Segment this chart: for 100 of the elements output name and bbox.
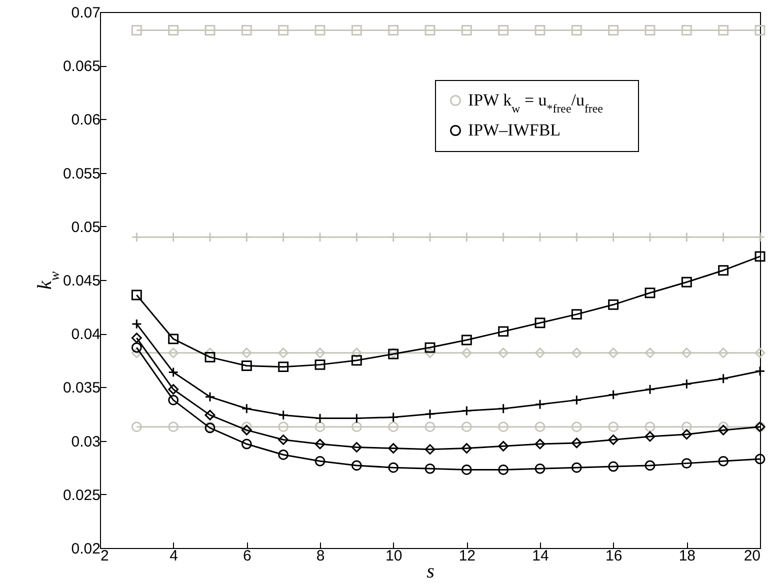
y-tick-label: 0.055 [62,165,100,182]
point [534,438,546,450]
y-tick-label: 0.07 [71,4,100,22]
point [424,463,436,474]
point [461,348,472,358]
x-tick-label: 14 [532,548,549,564]
point [754,25,766,36]
y-tick-label: 0.06 [71,112,100,129]
point [424,348,436,358]
point [241,438,252,450]
legend-label: IPW k$_{w}$ = u$_{*free}$/u$_{free}$ [468,90,603,116]
y-tick-label: 0.04 [71,326,100,344]
point [131,290,142,300]
point [718,265,729,276]
point [241,424,252,436]
point [424,422,436,432]
point [424,444,436,455]
point [241,348,252,358]
point [571,462,582,473]
point [168,422,179,432]
point [168,348,179,358]
point [644,348,656,358]
point [754,454,766,464]
point [131,25,142,36]
point [498,25,509,36]
point [681,25,692,36]
point [168,334,179,344]
point [571,348,582,358]
point [681,458,692,469]
point [571,309,582,320]
point [241,25,252,36]
point [498,464,509,475]
point [681,429,692,440]
y-tick-label: 0.03 [71,433,100,450]
point [754,251,766,262]
point [754,348,766,358]
point [131,342,142,353]
point [534,318,546,328]
point [168,25,179,36]
point [168,394,179,406]
point [351,460,362,471]
point [718,348,729,358]
point [498,326,509,337]
point [204,25,216,36]
point [498,422,509,432]
point [314,422,326,432]
point [314,359,326,370]
point [534,463,546,474]
point [644,25,656,36]
point [608,461,619,472]
point [461,25,472,36]
y-tick-label: 0.065 [62,58,100,76]
point [351,442,362,452]
x-tick-label: 6 [242,548,252,564]
point [131,332,142,344]
point [718,25,729,36]
point [278,362,289,372]
point [424,342,436,353]
point [571,422,582,432]
point [278,25,289,36]
point [241,360,252,371]
point [681,422,692,432]
point [608,25,619,36]
point [278,450,289,460]
x-tick-label: 2 [100,548,109,564]
point [461,464,472,475]
point [204,410,216,420]
point [168,384,179,395]
x-tick-label: 8 [316,548,325,564]
point [644,460,656,471]
point [608,348,619,358]
point [314,25,326,36]
point [571,25,582,36]
point [718,422,729,432]
point [351,348,362,358]
point [571,438,582,448]
point [608,434,619,445]
point [608,299,619,310]
y-tick-label: 0.035 [62,380,100,397]
y-tick-label: 0.05 [71,218,100,236]
point [461,443,472,454]
point [461,422,472,432]
point [388,25,399,36]
y-tick-label: 0.045 [62,272,100,290]
point [204,352,216,362]
legend-label: IPW–IWFBL [468,120,561,140]
point [278,422,289,432]
x-tick-label: 16 [605,548,622,564]
y-tick-label: 0.025 [62,486,100,504]
x-axis-title: s [426,560,435,582]
point [314,438,326,450]
point [314,456,326,466]
point [351,422,362,432]
point [388,462,399,473]
point [278,348,289,358]
point [534,25,546,36]
point [131,422,142,432]
point [534,348,546,358]
x-tick-label: 18 [678,548,696,564]
point [644,288,656,298]
